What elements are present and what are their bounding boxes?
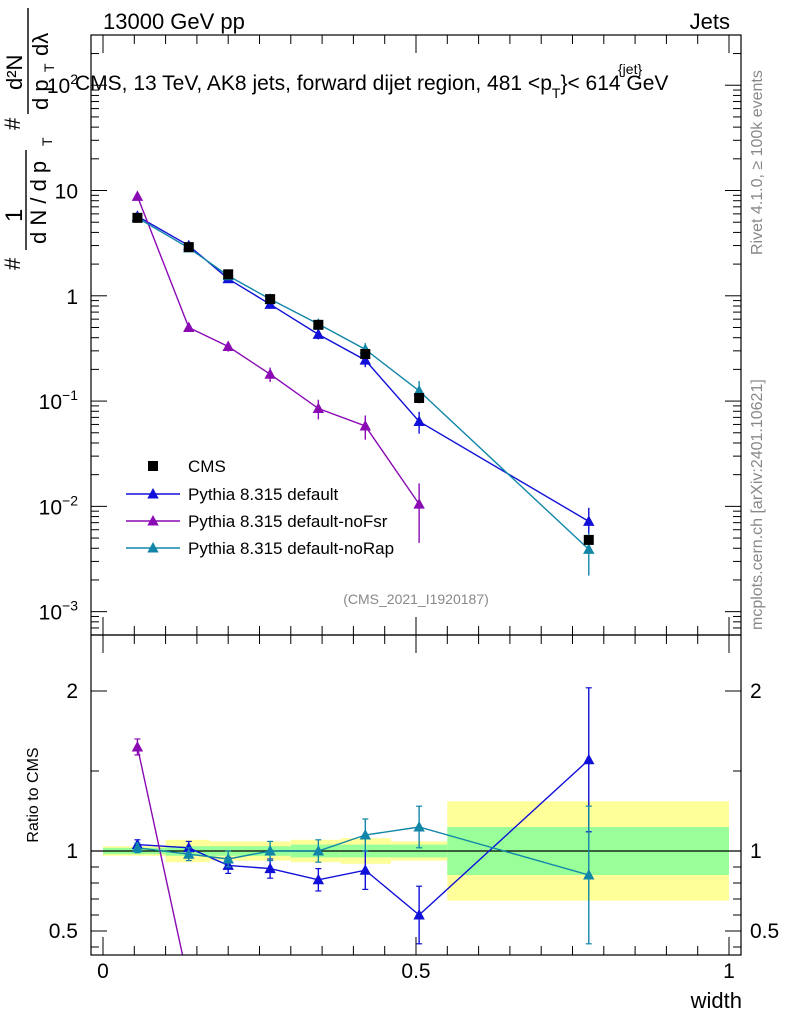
ratio-line-0 [137,759,590,916]
ylabel-dlambda: dλ [28,33,53,56]
ratio-frame [90,634,742,956]
ratio-point-0 [264,862,276,874]
ratio-tick-label-left: 2 [66,680,78,703]
ratio-point-0 [312,873,325,885]
main-axis-ticks: 10−3 10−2 10−1 1 10 102 [39,34,741,636]
series-line-0 [137,215,590,522]
legend-label-cms: CMS [188,457,226,476]
legend-marker-1 [147,515,159,526]
ratio-tick-label-right: 2 [750,680,762,703]
series-point-1 [131,190,144,201]
legend-label-0: Pythia 8.315 default [188,485,339,504]
legend-marker-cms [148,461,158,471]
ratio-point-2 [312,845,325,856]
ratio-tick-label-right: 1 [750,840,762,863]
ratio-panel: 0.5 0.5 1 1 2 2 [49,634,779,956]
main-title-superscript: {jet} [618,61,642,77]
main-series-layer [131,190,595,576]
ratio-point-2 [222,853,234,864]
ylabel-hash2: # [0,117,25,130]
ratio-point-0 [583,753,595,765]
cms-point [265,294,276,305]
rivet-label: Rivet 4.1.0, ≥ 100k events [749,70,766,255]
series-point-1 [264,368,276,379]
ylabel-hash: # [0,257,25,270]
series-point-2 [413,384,425,396]
x-tick-label: 0 [97,960,109,983]
ratio-point-2 [264,845,276,856]
series-point-1 [413,498,425,509]
ylabel-one: 1 [1,209,28,222]
x-tick-labels: 0 0.5 1 [97,960,735,983]
ratio-point-1 [131,741,144,752]
analysis-tag: (CMS_2021_I1920187) [343,591,489,607]
cms-point [414,392,425,403]
ratio-series-layer [131,687,595,955]
series-point-0 [312,328,325,339]
cms-point [313,319,324,330]
ratio-point-0 [183,841,195,853]
legend-label-2: Pythia 8.315 default-noRap [188,539,394,558]
ratio-axis-ticks: 0.5 0.5 1 1 2 2 [49,635,779,955]
y-tick-label: 10−2 [39,492,79,519]
ratio-tick-label-left: 1 [66,840,78,863]
y-tick-label: 102 [47,71,78,98]
header-left: 13000 GeV pp [103,9,245,34]
ylabel-d2n: d²N [2,55,27,90]
series-point-1 [222,340,234,351]
mcplots-label: mcplots.cern.ch [arXiv:2401.10621] [749,379,766,630]
ylabel-sub: T [39,137,55,146]
y-tick-label: 10−1 [39,387,79,414]
ratio-point-2 [359,829,371,840]
legend-marker-0 [147,488,159,499]
main-panel: 10−3 10−2 10−1 1 10 102 [39,34,742,636]
series-point-0 [413,415,425,426]
series-point-1 [183,321,195,332]
ylabel-sub2: T [41,63,57,72]
legend-label-1: Pythia 8.315 default-noFsr [188,512,388,531]
header-right: Jets [690,9,730,34]
series-point-1 [359,419,371,431]
series-point-0 [359,354,371,365]
y-tick-label: 10 [55,181,78,204]
ratio-point-2 [183,848,195,859]
series-line-2 [137,217,590,550]
ratio-line-2 [137,826,589,876]
y-axis-label: # 1 d N / d p T # d²N d p T dλ [0,8,57,270]
cms-point [132,212,143,223]
ratio-point-2 [413,821,425,832]
ratio-point-2 [583,869,595,880]
ratio-tick-label-right: 0.5 [750,920,779,943]
main-title: CMS, 13 TeV, AK8 jets, forward dijet reg… [75,72,668,101]
cms-point [223,269,234,280]
ratio-point-2 [131,841,144,853]
ylabel-dp: d p [28,79,53,110]
y-tick-label: 10−3 [39,598,79,625]
series-point-0 [583,515,595,526]
x-tick-label: 0.5 [401,960,430,983]
cms-point [183,242,194,253]
cms-point [583,534,594,545]
legend: CMS Pythia 8.315 default Pythia 8.315 defa… [126,457,394,558]
y-tick-label: 1 [66,286,78,309]
legend-marker-2 [147,542,159,553]
ratio-point-0 [359,864,371,875]
ratio-point-0 [413,909,425,920]
cms-point [360,349,371,360]
series-point-2 [583,543,595,554]
x-axis-label: width [690,988,742,1013]
ratio-tick-label-left: 0.5 [49,920,78,943]
x-tick-label: 1 [723,960,735,983]
ratio-y-label: Ratio to CMS [25,747,42,842]
series-point-1 [312,402,325,414]
ylabel-denominator: d N / d p [26,161,51,244]
